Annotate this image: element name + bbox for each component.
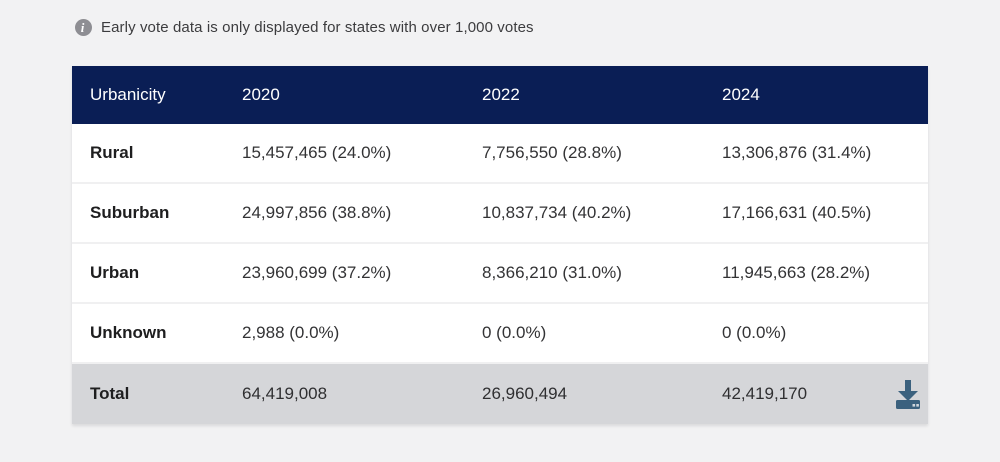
row-label: Unknown xyxy=(90,323,167,342)
download-icon xyxy=(896,380,920,409)
table-row-unknown: Unknown 2,988 (0.0%) 0 (0.0%) 0 (0.0%) xyxy=(72,304,928,364)
cell-2022: 0 (0.0%) xyxy=(482,323,547,342)
header-2022: 2022 xyxy=(482,85,520,104)
total-2020: 64,419,008 xyxy=(242,384,328,403)
table-header-row: Urbanicity 2020 2022 2024 xyxy=(72,66,928,124)
cell-2022: 10,837,734 (40.2%) xyxy=(482,203,632,222)
cell-2024: 0 (0.0%) xyxy=(722,323,787,342)
table-row-suburban: Suburban 24,997,856 (38.8%) 10,837,734 (… xyxy=(72,184,928,244)
header-2020: 2020 xyxy=(242,85,280,104)
urbanicity-table: Urbanicity 2020 2022 2024 Rural 15,457,4… xyxy=(72,66,928,424)
header-2024: 2024 xyxy=(722,85,760,104)
row-label: Urban xyxy=(90,263,140,282)
table-row-total: Total 64,419,008 26,960,494 42,419,170 xyxy=(72,364,928,424)
early-vote-note: i Early vote data is only displayed for … xyxy=(0,0,1000,42)
total-2024: 42,419,170 xyxy=(722,384,808,403)
note-text: Early vote data is only displayed for st… xyxy=(101,19,534,36)
total-2022: 26,960,494 xyxy=(482,384,568,403)
row-label: Rural xyxy=(90,143,134,162)
info-icon: i xyxy=(75,19,92,36)
table-row-rural: Rural 15,457,465 (24.0%) 7,756,550 (28.8… xyxy=(72,124,928,184)
row-label: Suburban xyxy=(90,203,170,222)
cell-2020: 2,988 (0.0%) xyxy=(242,323,340,342)
cell-2024: 13,306,876 (31.4%) xyxy=(722,143,872,162)
total-label: Total xyxy=(90,384,130,403)
cell-2024: 17,166,631 (40.5%) xyxy=(722,203,872,222)
header-urbanicity: Urbanicity xyxy=(90,85,166,104)
cell-2022: 8,366,210 (31.0%) xyxy=(482,263,622,282)
cell-2020: 15,457,465 (24.0%) xyxy=(242,143,392,162)
download-button[interactable] xyxy=(888,364,928,424)
cell-2024: 11,945,663 (28.2%) xyxy=(722,263,871,282)
cell-2020: 24,997,856 (38.8%) xyxy=(242,203,392,222)
cell-2020: 23,960,699 (37.2%) xyxy=(242,263,392,282)
cell-2022: 7,756,550 (28.8%) xyxy=(482,143,622,162)
table-row-urban: Urban 23,960,699 (37.2%) 8,366,210 (31.0… xyxy=(72,244,928,304)
